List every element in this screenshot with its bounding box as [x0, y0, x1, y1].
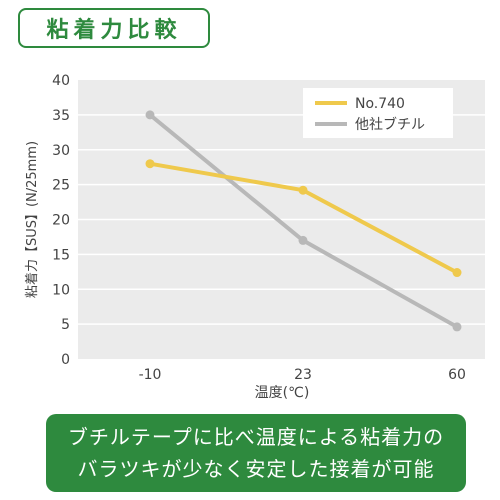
y-tick-label: 25 — [52, 178, 70, 194]
y-tick-label: 30 — [52, 143, 70, 159]
data-point — [452, 268, 462, 278]
chart-title-box: 粘着力比較 — [18, 8, 210, 48]
chart-title: 粘着力比較 — [46, 18, 182, 43]
legend-label-no740: No.740 — [355, 96, 405, 112]
x-tick-labels: -10 23 60 — [139, 367, 466, 383]
y-tick-label: 40 — [52, 73, 70, 89]
x-tick-label: -10 — [139, 367, 162, 383]
y-tick-label: 15 — [52, 247, 70, 263]
feature-banner: ブチルテープに比べ温度による粘着力の バラツキが少なく安定した接着が可能 — [46, 414, 466, 492]
data-point — [452, 322, 462, 332]
y-tick-label: 5 — [61, 317, 70, 333]
legend-label-other-butyl: 他社ブチル — [355, 116, 425, 133]
series-layer — [145, 110, 462, 332]
y-axis-label: 粘着力【SUS】(N/25mm) — [24, 141, 40, 298]
y-tick-label: 20 — [52, 213, 70, 229]
legend: No.740 他社ブチル — [303, 88, 453, 138]
banner-line-2: バラツキが少なく安定した接着が可能 — [77, 457, 435, 481]
x-axis-label: 温度(℃) — [255, 385, 310, 401]
y-tick-label: 0 — [61, 352, 70, 368]
x-tick-label: 23 — [294, 367, 312, 383]
legend-box — [303, 88, 453, 138]
y-tick-labels: 0 5 10 15 20 25 30 35 40 — [52, 73, 70, 368]
data-point — [145, 110, 155, 120]
data-point — [298, 235, 308, 245]
banner-line-1: ブチルテープに比べ温度による粘着力の — [67, 425, 445, 449]
data-point — [298, 185, 308, 195]
y-tick-label: 35 — [52, 108, 70, 124]
y-tick-label: 10 — [52, 282, 70, 298]
adhesion-line-chart: 0 5 10 15 20 25 30 35 40 -10 23 60 No.740 他社ブチル 温度… — [24, 73, 485, 401]
x-tick-label: 60 — [448, 367, 466, 383]
data-point — [145, 159, 155, 169]
